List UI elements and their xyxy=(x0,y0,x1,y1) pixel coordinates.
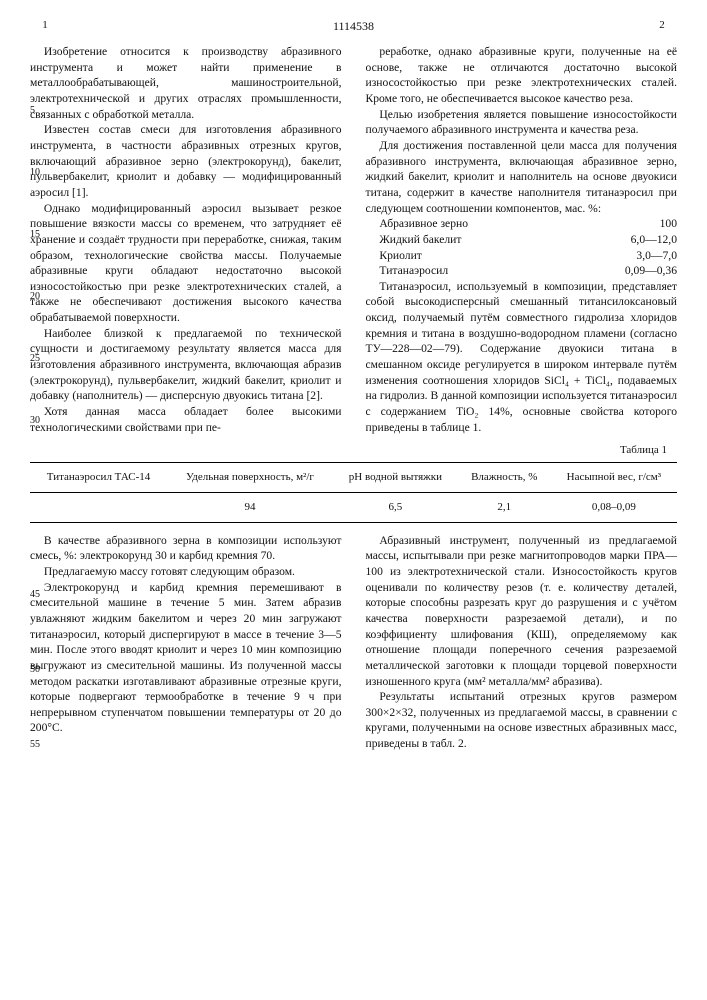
line-mark: 45 xyxy=(30,588,40,602)
table-header: Титанаэросил ТАС-14 xyxy=(30,463,167,493)
document-number: 1114538 xyxy=(60,18,647,34)
paragraph: Предлагаемую массу готовят следующим обр… xyxy=(30,564,342,580)
mix-name: Жидкий бакелит xyxy=(379,232,461,248)
mix-val: 3,0—7,0 xyxy=(636,248,677,264)
body-text-upper: Изобретение относится к производству абр… xyxy=(30,44,677,435)
mix-name: Криолит xyxy=(379,248,421,264)
table-header: Насыпной вес, г/см³ xyxy=(551,463,677,493)
mix-val: 0,09—0,36 xyxy=(625,263,677,279)
paragraph: Известен состав смеси для изготовления а… xyxy=(30,122,342,200)
paragraph: Изобретение относится к производству абр… xyxy=(30,44,342,122)
paragraph: Для достижения поставленной цели масса д… xyxy=(366,138,678,216)
paragraph: Однако модифицированный аэросил вызывает… xyxy=(30,201,342,326)
properties-table: Титанаэросил ТАС-14 Удельная поверхность… xyxy=(30,462,677,523)
col-num-right: 2 xyxy=(647,18,677,34)
mix-name: Абразивное зерно xyxy=(379,216,468,232)
paragraph: Титанаэросил, используемый в композиции,… xyxy=(366,279,678,435)
paragraph: Электрокорунд и карбид кремния перемешив… xyxy=(30,580,342,736)
line-mark: 50 xyxy=(30,663,40,677)
line-mark: 30 xyxy=(30,414,40,428)
table-cell: 94 xyxy=(167,492,333,522)
paragraph: Абразивный инструмент, полученный из пре… xyxy=(366,533,678,689)
mix-name: Титанаэросил xyxy=(379,263,448,279)
table-cell: 0,08–0,09 xyxy=(551,492,677,522)
paragraph: В качестве абразивного зерна в композици… xyxy=(30,533,342,564)
line-mark: 55 xyxy=(30,738,40,752)
line-mark: 25 xyxy=(30,352,40,366)
composition-list: Абразивное зерно 100 Жидкий бакелит 6,0—12… xyxy=(379,216,677,279)
table-header: Удельная поверхность, м²/г xyxy=(167,463,333,493)
mix-val: 100 xyxy=(660,216,677,232)
page-header: 1 1114538 2 xyxy=(30,18,677,34)
table-cell: 2,1 xyxy=(458,492,551,522)
paragraph: реработке, однако абразивные круги, полу… xyxy=(366,44,678,107)
col-num-left: 1 xyxy=(30,18,60,34)
paragraph: Наиболее близкой к предлагаемой по техни… xyxy=(30,326,342,404)
table-cell: 6,5 xyxy=(333,492,458,522)
body-text-lower: В качестве абразивного зерна в композици… xyxy=(30,533,677,752)
paragraph: Целью изобретения является повышение изн… xyxy=(366,107,678,138)
mix-val: 6,0—12,0 xyxy=(631,232,677,248)
line-mark: 10 xyxy=(30,166,40,180)
line-mark: 5 xyxy=(30,104,35,118)
paragraph: Результаты испытаний отрезных кругов раз… xyxy=(366,689,678,752)
line-mark: 20 xyxy=(30,290,40,304)
line-mark: 15 xyxy=(30,228,40,242)
paragraph: Хотя данная масса обладает более высоким… xyxy=(30,404,342,435)
table-header: Влажность, % xyxy=(458,463,551,493)
table-header: pH водной вытяжки xyxy=(333,463,458,493)
table-caption: Таблица 1 xyxy=(30,443,667,458)
